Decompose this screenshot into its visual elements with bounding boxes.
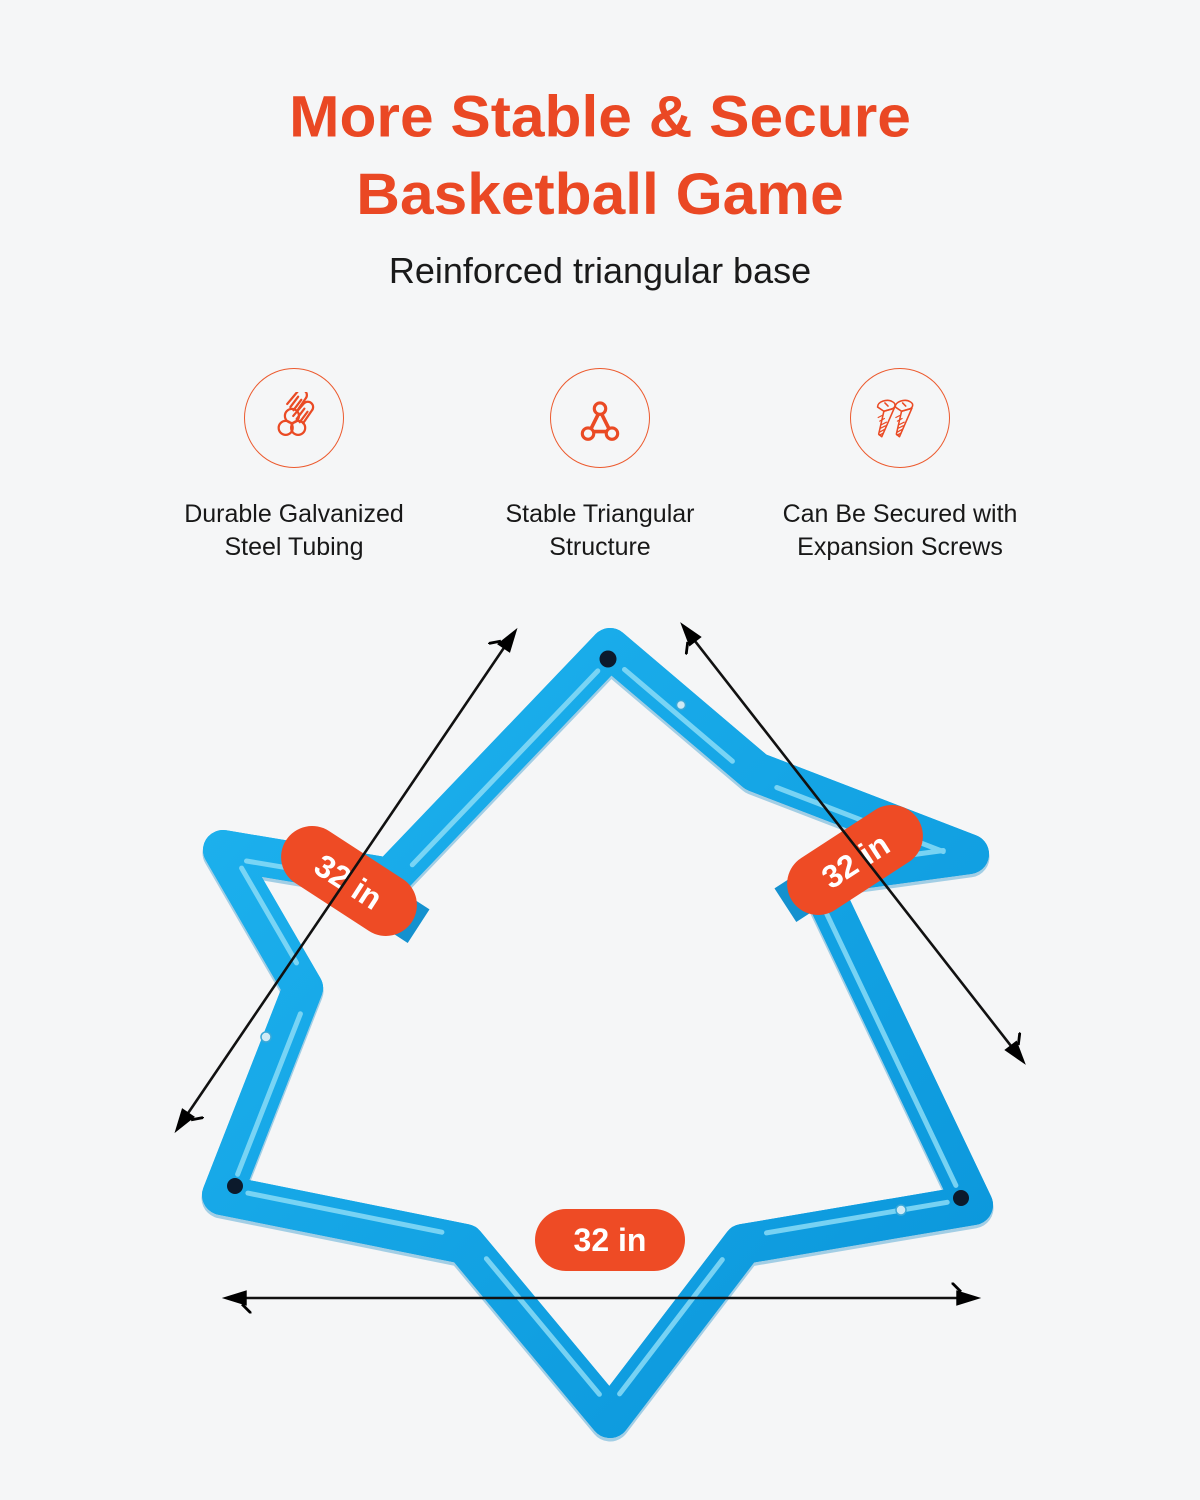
- svg-text:32 in: 32 in: [574, 1222, 647, 1258]
